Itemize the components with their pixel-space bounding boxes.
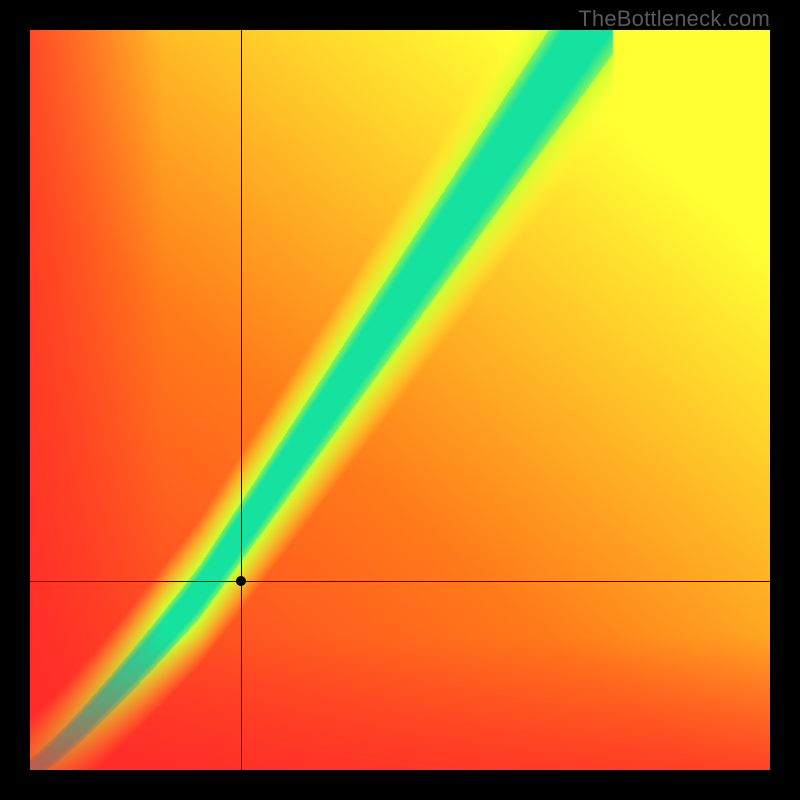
heatmap-plot (30, 30, 770, 770)
crosshair-horizontal (30, 581, 770, 582)
watermark-text: TheBottleneck.com (578, 6, 770, 32)
crosshair-marker (236, 576, 246, 586)
heatmap-canvas (30, 30, 770, 770)
crosshair-vertical (241, 30, 242, 770)
